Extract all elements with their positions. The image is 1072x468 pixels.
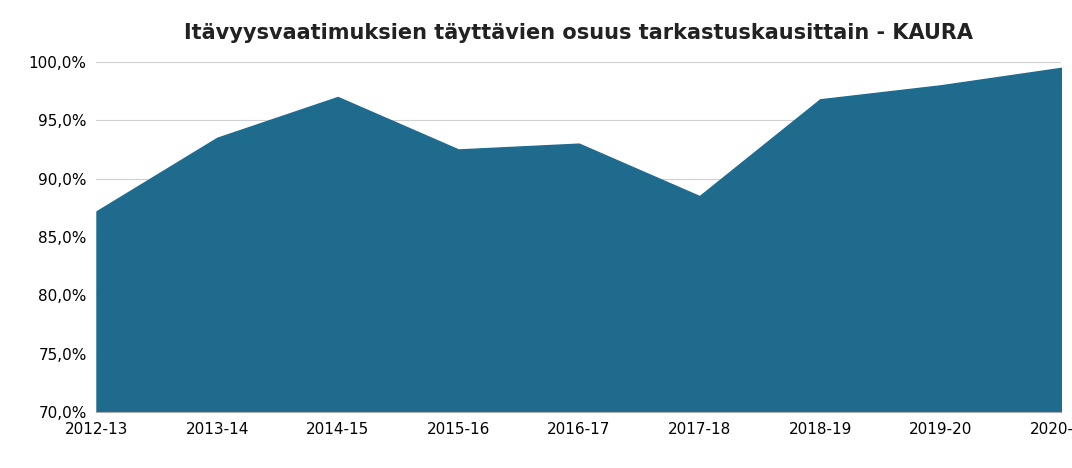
Title: Itävyysvaatimuksien täyttävien osuus tarkastuskausittain - KAURA: Itävyysvaatimuksien täyttävien osuus tar… bbox=[184, 23, 973, 44]
